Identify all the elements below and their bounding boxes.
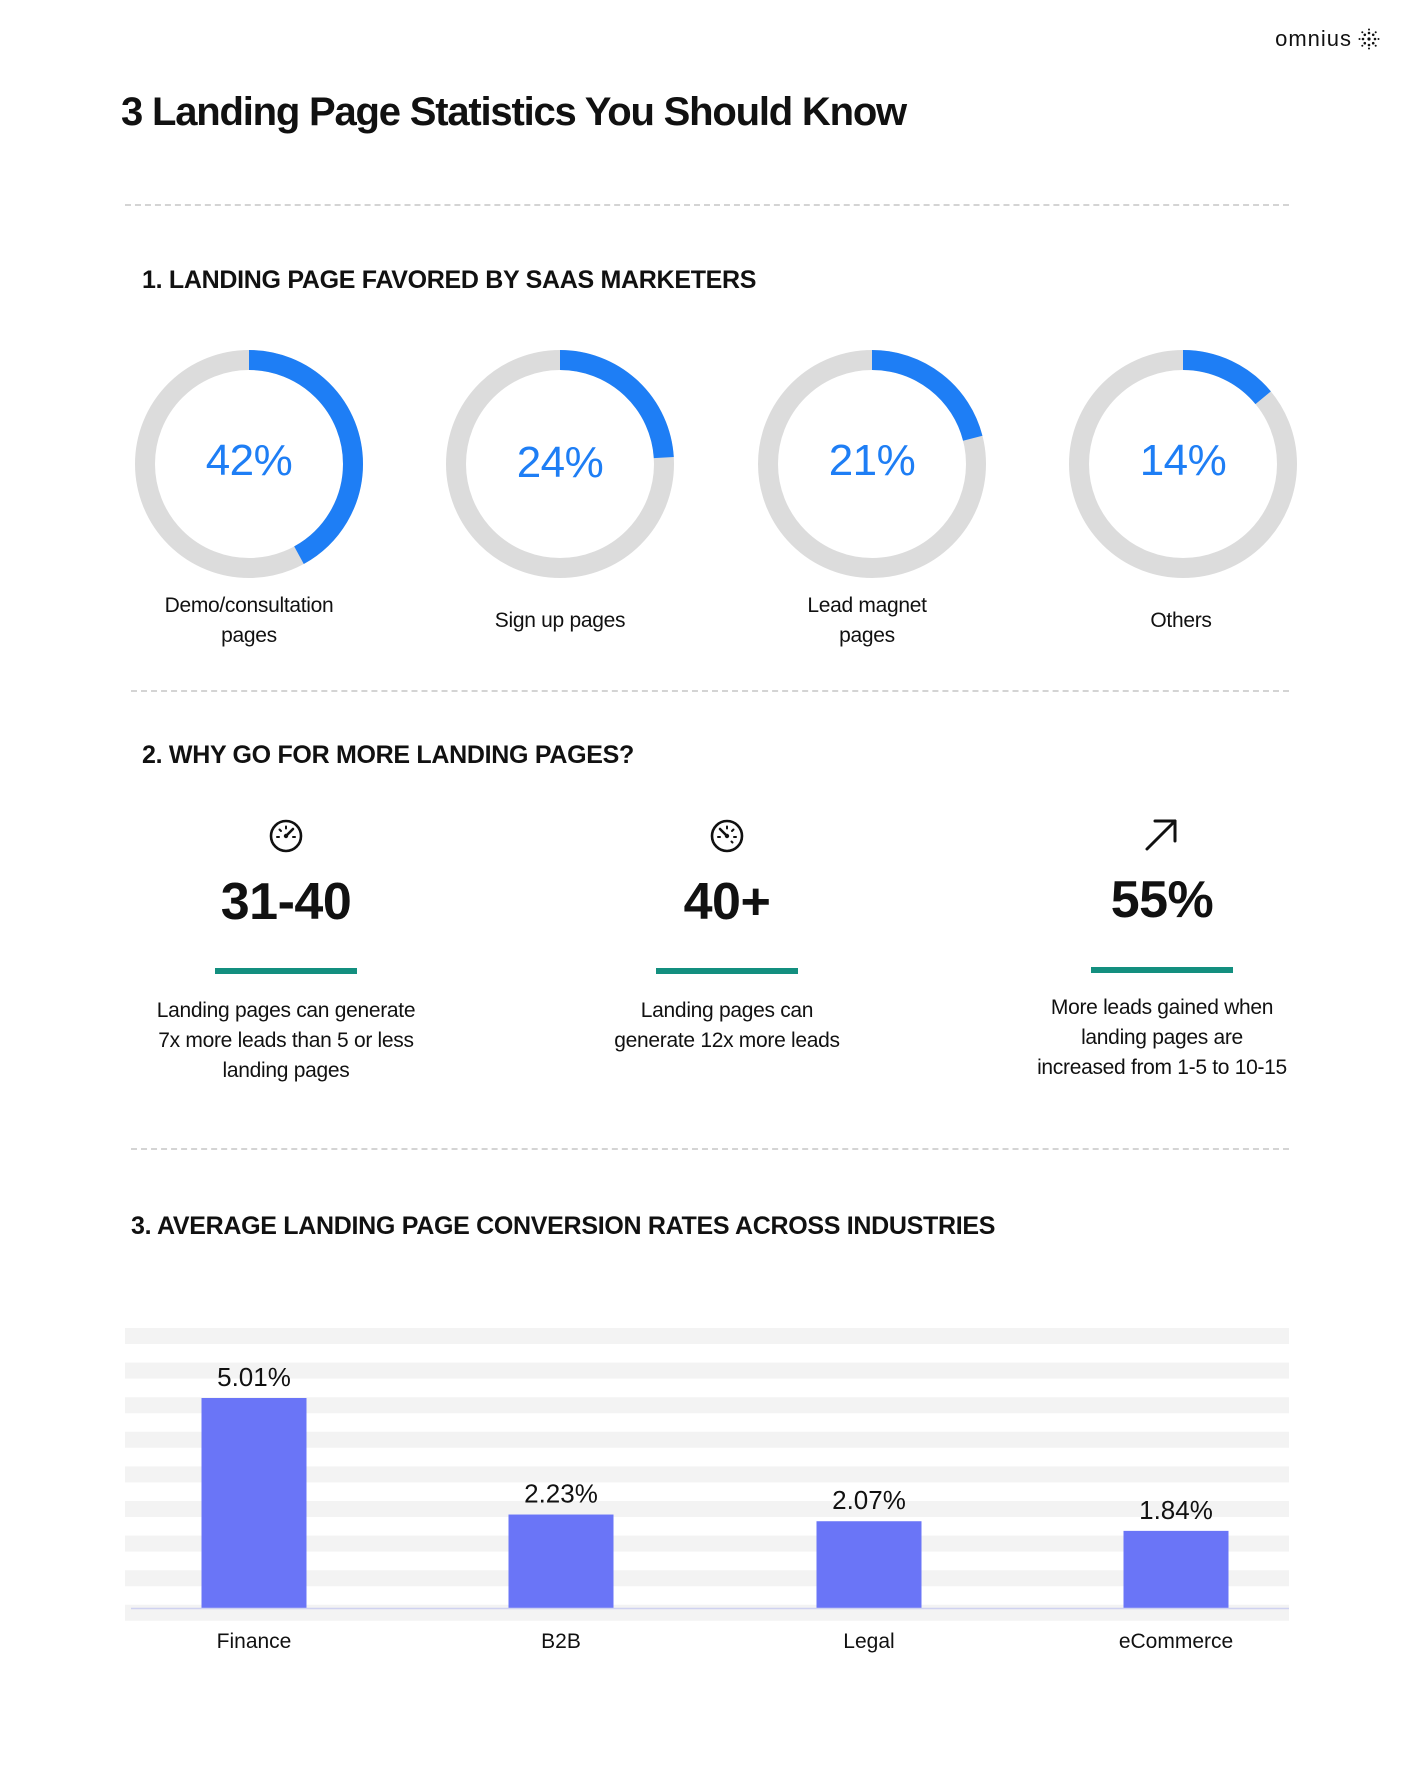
donut-chart: 24% — [444, 348, 676, 580]
grid-stripe — [125, 1535, 1289, 1552]
donut-arc — [135, 350, 363, 578]
bar-value-label: 2.07% — [832, 1485, 906, 1515]
bar-value-label: 5.01% — [217, 1362, 291, 1392]
donut-ring — [758, 350, 986, 578]
brand-name: omnius — [1275, 26, 1352, 51]
stat-accent-bar — [1091, 967, 1233, 973]
stat-desc-line: Landing pages can — [640, 999, 814, 1022]
donut-percent: 21% — [828, 436, 916, 485]
divider — [131, 1148, 1289, 1150]
donut-label: Lead magnet pages — [727, 591, 1007, 651]
donut-label-line: Sign up pages — [494, 609, 626, 632]
category-label: eCommerce — [1119, 1630, 1233, 1653]
arrow-up-right-icon — [1145, 819, 1177, 851]
donut-chart: 42% — [133, 348, 365, 580]
donut-label-line: pages — [221, 624, 277, 647]
stat-description: Landing pages can generate 7x more leads… — [136, 996, 436, 1086]
stat-description: Landing pages can generate 12x more lead… — [577, 996, 877, 1056]
donut-chart: 21% — [756, 348, 988, 580]
grid-stripe — [125, 1328, 1289, 1344]
donut-label: Others — [1041, 606, 1321, 636]
donut-label-line: Lead magnet — [807, 594, 927, 617]
donut-chart: 14% — [1067, 348, 1299, 580]
category-label: Legal — [843, 1630, 894, 1653]
stat-desc-line: landing pages — [222, 1059, 350, 1082]
category-label: Finance — [217, 1630, 292, 1653]
gauge-icon — [710, 819, 744, 853]
donut-percent: 14% — [1139, 436, 1227, 485]
grid-stripe — [125, 1397, 1289, 1414]
conversion-rate-bar-chart: 5.01% Finance 2.23% B2B 2.07% Legal 1.84% eComm… — [125, 1328, 1289, 1653]
bar — [201, 1398, 307, 1608]
donut-arc — [1069, 350, 1297, 578]
sunburst-logo-icon — [1358, 28, 1380, 50]
stat-desc-line: Landing pages can generate — [156, 999, 416, 1022]
stat-accent-bar — [656, 968, 798, 974]
stat-accent-bar — [215, 968, 357, 974]
bar-value-label: 2.23% — [524, 1479, 598, 1509]
grid-stripe — [125, 1501, 1289, 1517]
stat-desc-line: landing pages are — [1081, 1026, 1243, 1049]
grid-stripe — [125, 1362, 1289, 1379]
donut-label-line: pages — [839, 624, 895, 647]
stat-desc-line: generate 12x more leads — [614, 1029, 840, 1052]
stat-value: 55% — [1110, 871, 1214, 929]
section-heading-3: 3. AVERAGE LANDING PAGE CONVERSION RATES… — [131, 1212, 996, 1240]
donut-label: Demo/consultation pages — [109, 591, 389, 651]
stat-value: 31-40 — [220, 873, 352, 931]
grid-stripe — [125, 1466, 1289, 1483]
donut-arc — [758, 350, 986, 578]
donut-percent: 24% — [516, 438, 604, 487]
bar-value-label: 1.84% — [1139, 1495, 1213, 1525]
donut-ring — [135, 350, 363, 578]
speedometer-icon — [269, 819, 303, 853]
divider — [131, 690, 1289, 692]
page-title: 3 Landing Page Statistics You Should Kno… — [121, 90, 907, 134]
bar — [816, 1521, 922, 1608]
donut-arc — [446, 350, 674, 578]
bar — [508, 1514, 614, 1608]
bar — [1123, 1530, 1229, 1608]
divider — [125, 204, 1289, 206]
donut-label-line: Demo/consultation — [164, 594, 334, 617]
grid-stripe — [125, 1570, 1289, 1587]
donut-ring — [1069, 350, 1297, 578]
brand-logo: omnius — [1275, 26, 1380, 52]
donut-percent: 42% — [205, 436, 293, 485]
section-heading-1: 1. LANDING PAGE FAVORED BY SAAS MARKETER… — [142, 266, 757, 294]
stat-desc-line: More leads gained when — [1050, 996, 1274, 1019]
stat-desc-line: increased from 1-5 to 10-15 — [1037, 1056, 1287, 1079]
donut-label-line: Others — [1150, 609, 1212, 632]
grid-stripe — [125, 1431, 1289, 1448]
section-heading-2: 2. WHY GO FOR MORE LANDING PAGES? — [142, 741, 634, 769]
category-label: B2B — [541, 1630, 581, 1653]
donut-label: Sign up pages — [420, 606, 700, 636]
stat-desc-line: 7x more leads than 5 or less — [158, 1029, 414, 1052]
stat-description: More leads gained when landing pages are… — [1012, 993, 1312, 1083]
donut-ring — [446, 350, 674, 578]
stat-value: 40+ — [683, 873, 771, 931]
